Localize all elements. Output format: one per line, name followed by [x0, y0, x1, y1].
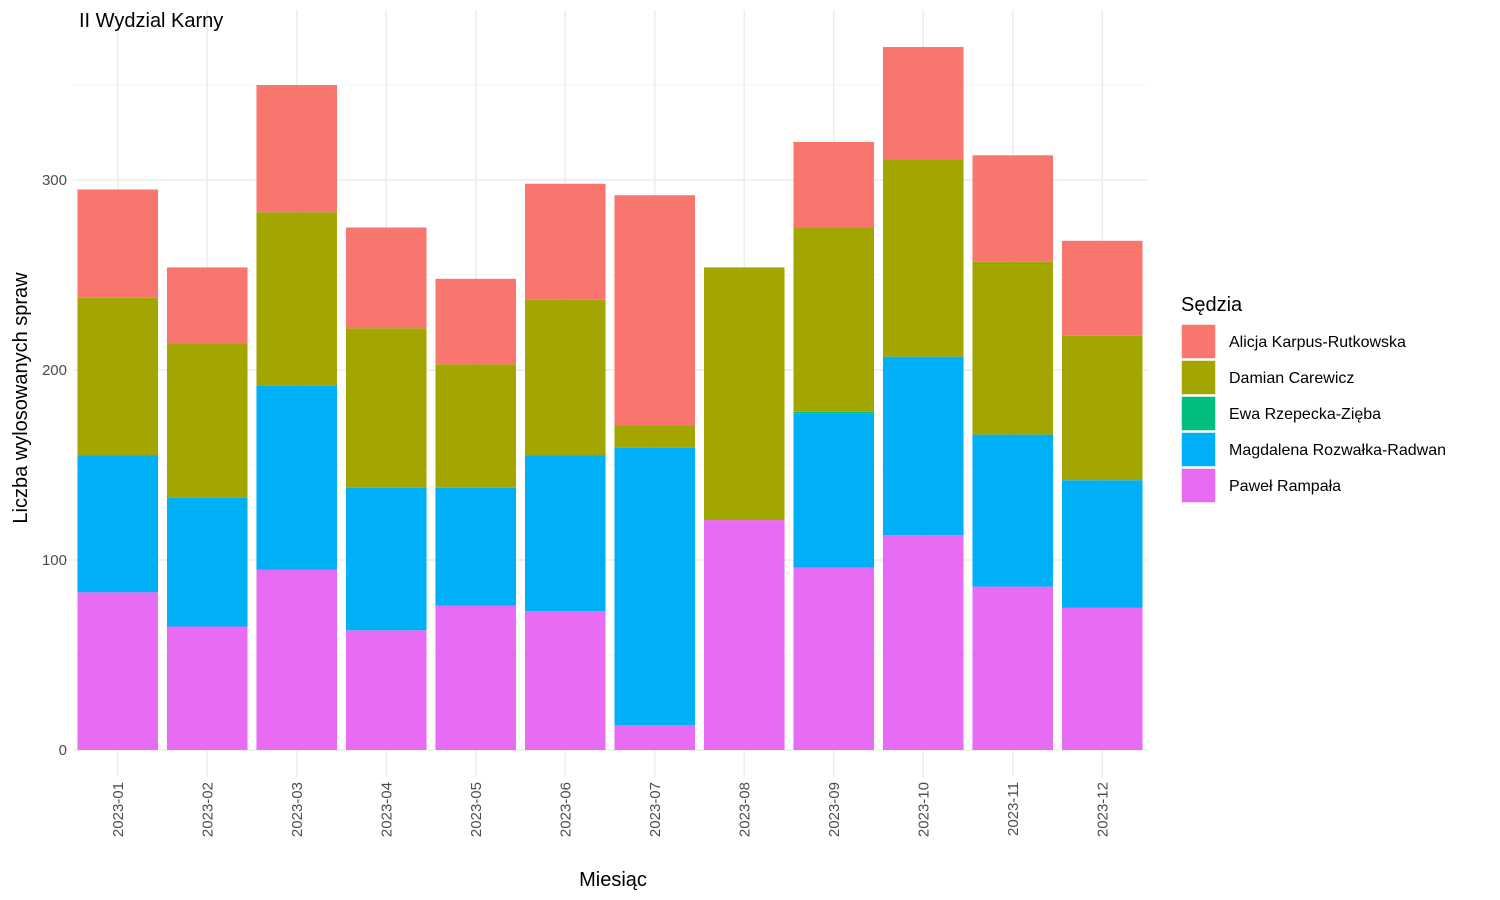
legend-label: Damian Carewicz — [1229, 370, 1354, 387]
bar-segment — [77, 455, 159, 593]
bar-segment — [1061, 240, 1143, 336]
bar-segment — [882, 47, 964, 160]
legend-key — [1180, 395, 1217, 432]
x-tick-label: 2023-07 — [647, 782, 664, 837]
x-axis-ticks: 2023-01 2023-02 2023-03 2023-04 2023-05 2023-… — [110, 782, 1112, 837]
bar-segment — [614, 447, 696, 726]
bar-segment — [793, 142, 875, 228]
bar-segment — [345, 328, 427, 488]
bar-segment — [972, 155, 1054, 262]
bars — [77, 47, 1143, 750]
bar-segment — [77, 189, 159, 298]
bar-segment — [77, 592, 159, 750]
bar-segment — [256, 85, 338, 213]
x-tick-label: 2023-04 — [378, 782, 395, 837]
bar-segment — [77, 297, 159, 456]
y-tick-label: 100 — [42, 552, 67, 569]
bar-segment — [435, 364, 517, 488]
x-tick-label: 2023-09 — [826, 782, 843, 837]
bar-segment — [972, 261, 1054, 435]
legend-key — [1180, 467, 1217, 504]
bar-segment — [435, 278, 517, 365]
bar-segment — [166, 343, 248, 498]
legend-key — [1180, 359, 1217, 396]
bar-segment — [435, 605, 517, 750]
chart-title: II Wydzial Karny — [79, 10, 223, 32]
bar-segment — [524, 611, 606, 750]
bar-segment — [166, 497, 248, 627]
x-tick-label: 2023-05 — [468, 782, 485, 837]
x-tick-label: 2023-01 — [110, 782, 127, 837]
x-tick-label: 2023-03 — [289, 782, 306, 837]
y-tick-label: 300 — [42, 172, 67, 189]
bar-segment — [882, 356, 964, 536]
bar-segment — [256, 212, 338, 386]
x-tick-label: 2023-11 — [1005, 782, 1022, 836]
bar-segment — [524, 299, 606, 456]
bar-segment — [1061, 607, 1143, 750]
bar-segment — [793, 227, 875, 412]
bar-segment — [345, 487, 427, 631]
x-tick-label: 2023-06 — [557, 782, 574, 837]
legend-title: Sędzia — [1181, 294, 1243, 316]
bar-segment — [793, 567, 875, 750]
bar-segment — [1061, 480, 1143, 608]
bar-segment — [793, 413, 875, 568]
x-tick-label: 2023-08 — [736, 782, 753, 837]
bar-segment — [614, 725, 696, 750]
bar-segment — [345, 227, 427, 329]
y-axis-title: Liczba wylosowanych spraw — [10, 272, 32, 524]
bar-segment — [256, 385, 338, 570]
bar-segment — [256, 569, 338, 750]
bar-segment — [882, 535, 964, 750]
legend-label: Paweł Rampała — [1229, 478, 1341, 495]
bar-segment — [524, 183, 606, 300]
y-tick-label: 200 — [42, 362, 67, 379]
legend-key — [1180, 323, 1217, 360]
x-tick-label: 2023-10 — [915, 782, 932, 837]
legend-label: Alicja Karpus-Rutkowska — [1229, 334, 1406, 351]
bar-segment — [166, 626, 248, 750]
bar-segment — [435, 487, 517, 606]
legend-key — [1180, 431, 1217, 468]
bar-segment — [793, 411, 875, 414]
bar-segment — [882, 159, 964, 357]
y-tick-label: 0 — [59, 742, 67, 759]
legend-label: Magdalena Rozwałka-Radwan — [1229, 442, 1446, 459]
legend-label: Ewa Rzepecka-Zięba — [1229, 406, 1381, 423]
bar-segment — [345, 630, 427, 750]
bar-segment — [703, 267, 785, 521]
bar-segment — [972, 586, 1054, 750]
y-axis-ticks: 0 100 200 300 — [42, 172, 67, 759]
bar-segment — [524, 455, 606, 612]
x-tick-label: 2023-02 — [199, 782, 216, 837]
bar-segment — [614, 425, 696, 448]
x-axis-title: Miesiąc — [579, 869, 647, 891]
bar-segment — [614, 195, 696, 426]
bar-segment — [703, 520, 785, 750]
bar-segment — [166, 267, 248, 344]
x-tick-label: 2023-12 — [1094, 782, 1111, 837]
bar-segment — [1061, 335, 1143, 481]
bar-segment — [972, 434, 1054, 587]
legend: Sędzia Alicja Karpus-Rutkowska Damian Car… — [1180, 294, 1446, 504]
